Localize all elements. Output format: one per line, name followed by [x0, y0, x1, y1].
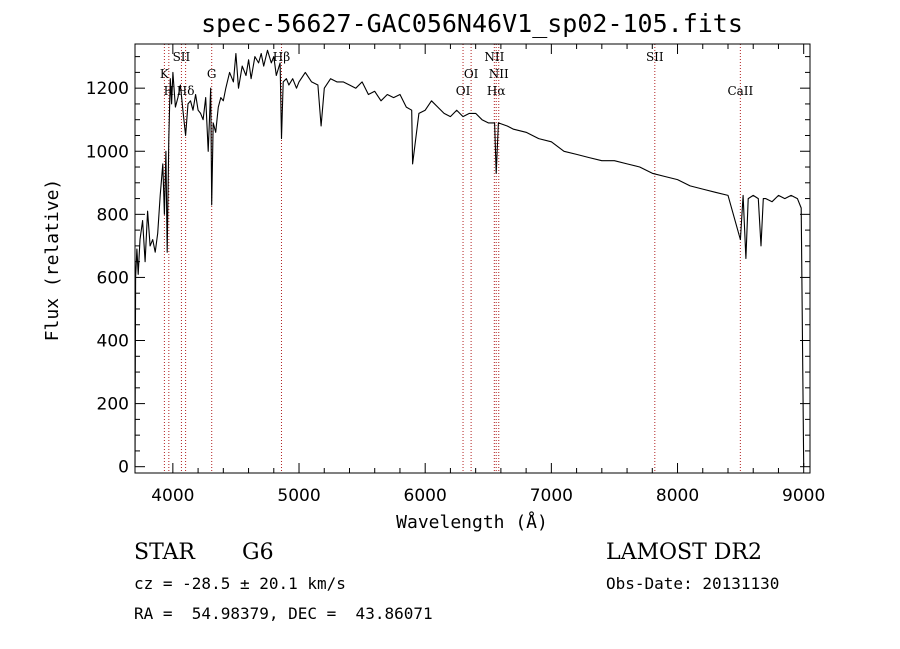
line-label-6: OI — [456, 84, 471, 98]
y-tick-label-5: 1000 — [86, 142, 129, 162]
y-tick-label-2: 400 — [97, 332, 129, 352]
y-axis: 0 200 400 600 800 1000 1200 — [86, 56, 810, 478]
x-tick-label-2: 6000 — [404, 486, 447, 506]
x-tick-label-5: 9000 — [782, 486, 825, 506]
line-label-8: NII — [484, 50, 504, 64]
spectrum-chart: spec-56627-GAC056N46V1_sp02-105.fits KH S… — [42, 9, 825, 533]
x-axis: 4000 5000 6000 7000 8000 9000 — [151, 44, 825, 506]
line-label-0: K — [160, 67, 170, 81]
y-tick-label-0: 0 — [118, 458, 129, 478]
y-tick-label-4: 800 — [97, 205, 129, 225]
line-label-7: OI — [464, 67, 479, 81]
x-tick-label-3: 7000 — [530, 486, 573, 506]
object-class: STAR — [134, 540, 195, 565]
series-layer — [134, 49, 805, 467]
line-label-2: SII — [173, 50, 191, 64]
series-line-flux — [134, 49, 805, 467]
line-label-10: NII — [489, 67, 509, 81]
line-label-12: CaII — [727, 84, 753, 98]
line-label-11: SII — [646, 50, 664, 64]
observation-date: Obs-Date: 20131130 — [606, 574, 780, 593]
x-tick-label-4: 8000 — [656, 486, 699, 506]
line-label-5: Hβ — [273, 50, 290, 64]
coordinates-text: RA = 54.98379, DEC = 43.86071 — [134, 604, 433, 623]
line-label-9: Hα — [487, 84, 506, 98]
line-label-1: H — [164, 84, 174, 98]
chart-title: spec-56627-GAC056N46V1_sp02-105.fits — [201, 9, 743, 38]
x-tick-label-0: 4000 — [151, 486, 194, 506]
line-label-4: G — [207, 67, 217, 81]
x-axis-label: Wavelength (Å) — [396, 511, 548, 533]
x-tick-label-1: 5000 — [277, 486, 320, 506]
redshift-text: cz = -28.5 ± 20.1 km/s — [134, 574, 346, 593]
y-axis-label: Flux (relative) — [42, 179, 63, 342]
y-tick-label-3: 600 — [97, 268, 129, 288]
y-tick-label-6: 1200 — [86, 79, 129, 99]
survey-name: LAMOST DR2 — [606, 540, 762, 565]
y-tick-label-1: 200 — [97, 395, 129, 415]
plot-frame — [134, 43, 811, 474]
object-subclass: G6 — [242, 540, 274, 565]
